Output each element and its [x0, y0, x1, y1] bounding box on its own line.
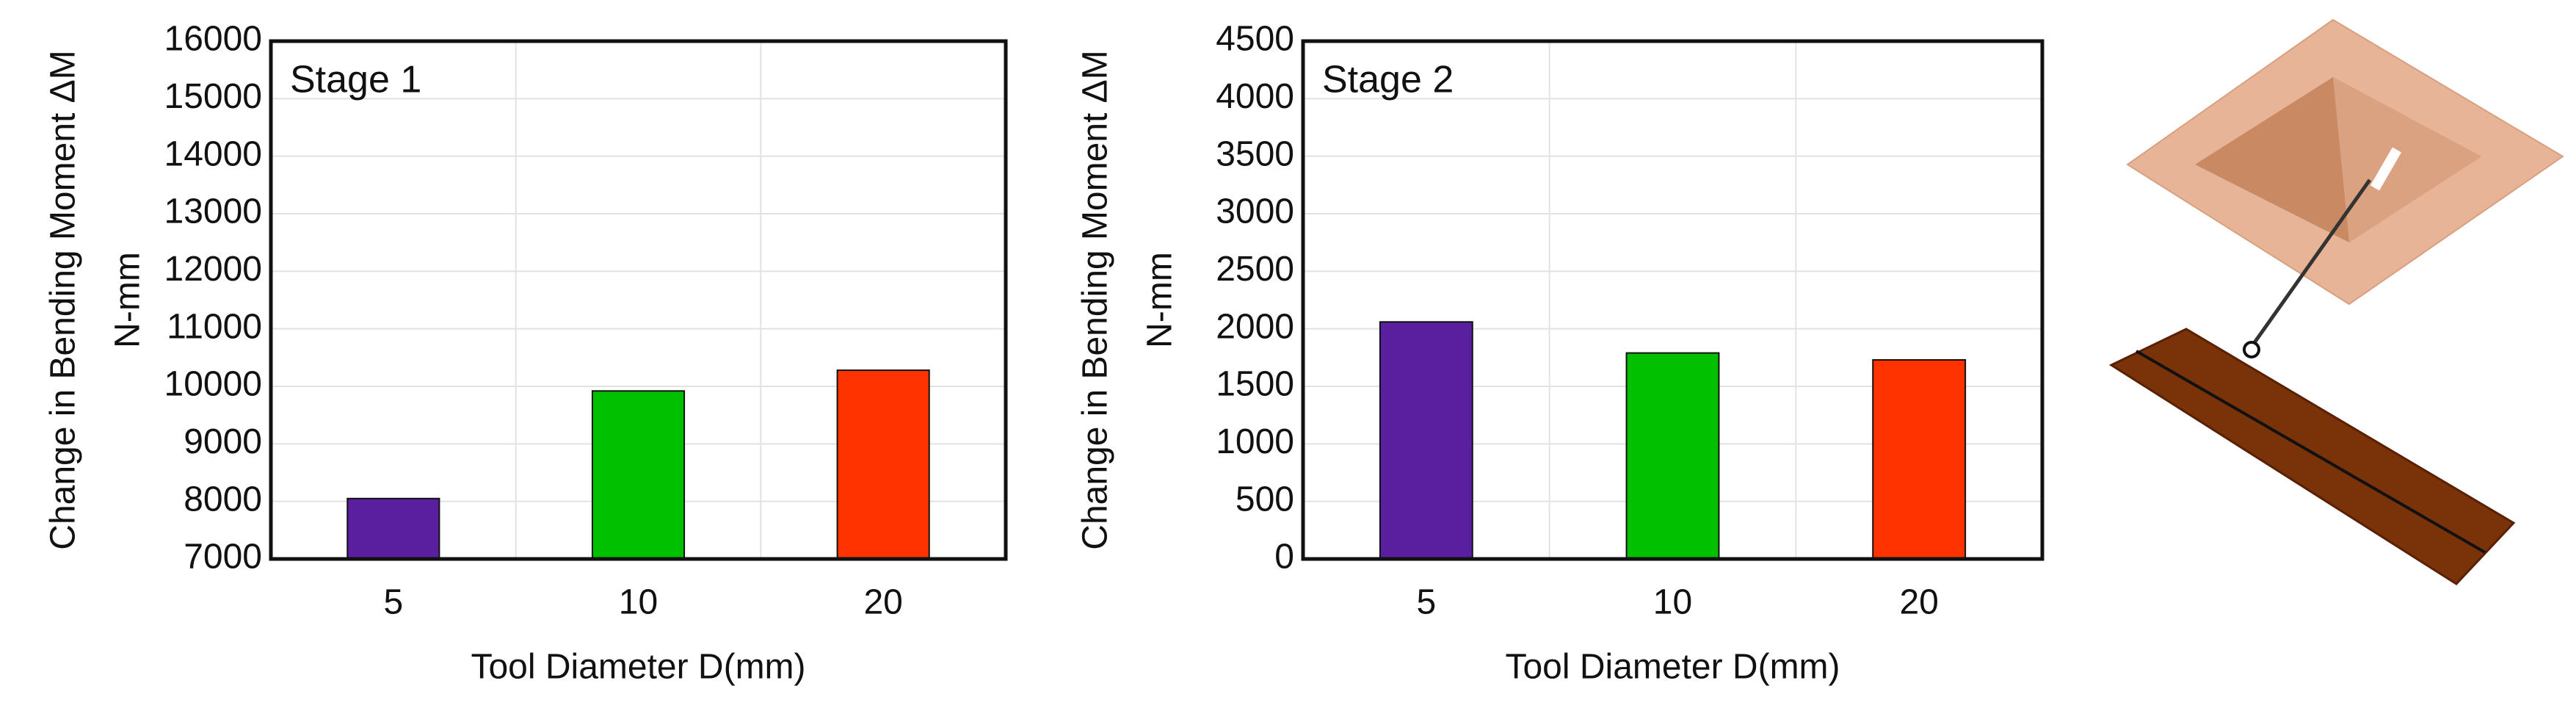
- y-tick-label: 0: [1274, 538, 1294, 577]
- x-tick-label: 5: [383, 583, 403, 622]
- marker: [2370, 147, 2402, 191]
- bar: [1872, 358, 1967, 560]
- leader-line: [2249, 178, 2372, 348]
- annotation: Stage 2: [1322, 59, 1454, 101]
- y-tick-label: 8000: [184, 480, 262, 519]
- y-tick-label: 11000: [167, 307, 262, 346]
- y-tick-label: 1000: [1216, 422, 1294, 461]
- y-tick-label: 2500: [1216, 250, 1294, 289]
- plot-frame: [269, 39, 1008, 561]
- x-axis-label: Tool Diameter D(mm): [471, 648, 805, 687]
- y-tick-label: 15000: [164, 77, 262, 116]
- bar: [347, 497, 440, 560]
- illustration: [2108, 18, 2564, 585]
- x-tick-label: 20: [1899, 583, 1938, 622]
- y-axis-label: Change in Bending Moment ΔM: [44, 50, 83, 549]
- x-tick-label: 10: [619, 583, 658, 622]
- y-axis-label: N-mm: [109, 252, 148, 348]
- x-tick-label: 5: [1416, 583, 1436, 622]
- x-tick-label: 20: [863, 583, 902, 622]
- annotation: Stage 1: [290, 59, 421, 101]
- x-axis-label: Tool Diameter D(mm): [1505, 648, 1840, 687]
- y-tick-label: 14000: [164, 134, 262, 173]
- y-tick-label: 4000: [1216, 77, 1294, 116]
- y-tick-label: 500: [1236, 480, 1294, 519]
- y-tick-label: 3500: [1216, 134, 1294, 173]
- sheet-face: [2333, 77, 2481, 242]
- y-tick-label: 3000: [1216, 192, 1294, 231]
- y-tick-label: 12000: [164, 250, 262, 289]
- strip-line: [2136, 350, 2486, 554]
- y-tick-label: 2000: [1216, 307, 1294, 346]
- y-tick-label: 9000: [184, 422, 262, 461]
- y-axis-label: N-mm: [1141, 252, 1180, 348]
- x-tick-label: 10: [1653, 583, 1692, 622]
- y-tick-label: 13000: [164, 192, 262, 231]
- y-tick-label: 4500: [1216, 20, 1294, 59]
- y-tick-label: 1500: [1216, 365, 1294, 404]
- y-tick-label: 10000: [164, 365, 262, 404]
- bar: [1379, 321, 1473, 560]
- bar: [591, 390, 686, 560]
- y-tick-label: 7000: [184, 538, 262, 577]
- plot-frame: [1301, 39, 2045, 561]
- y-axis-label: Change in Bending Moment ΔM: [1076, 50, 1115, 549]
- bar: [1625, 352, 1720, 560]
- strip: [2108, 328, 2516, 585]
- y-tick-label: 16000: [164, 20, 262, 59]
- leader-dot: [2243, 341, 2260, 358]
- bar: [836, 369, 930, 560]
